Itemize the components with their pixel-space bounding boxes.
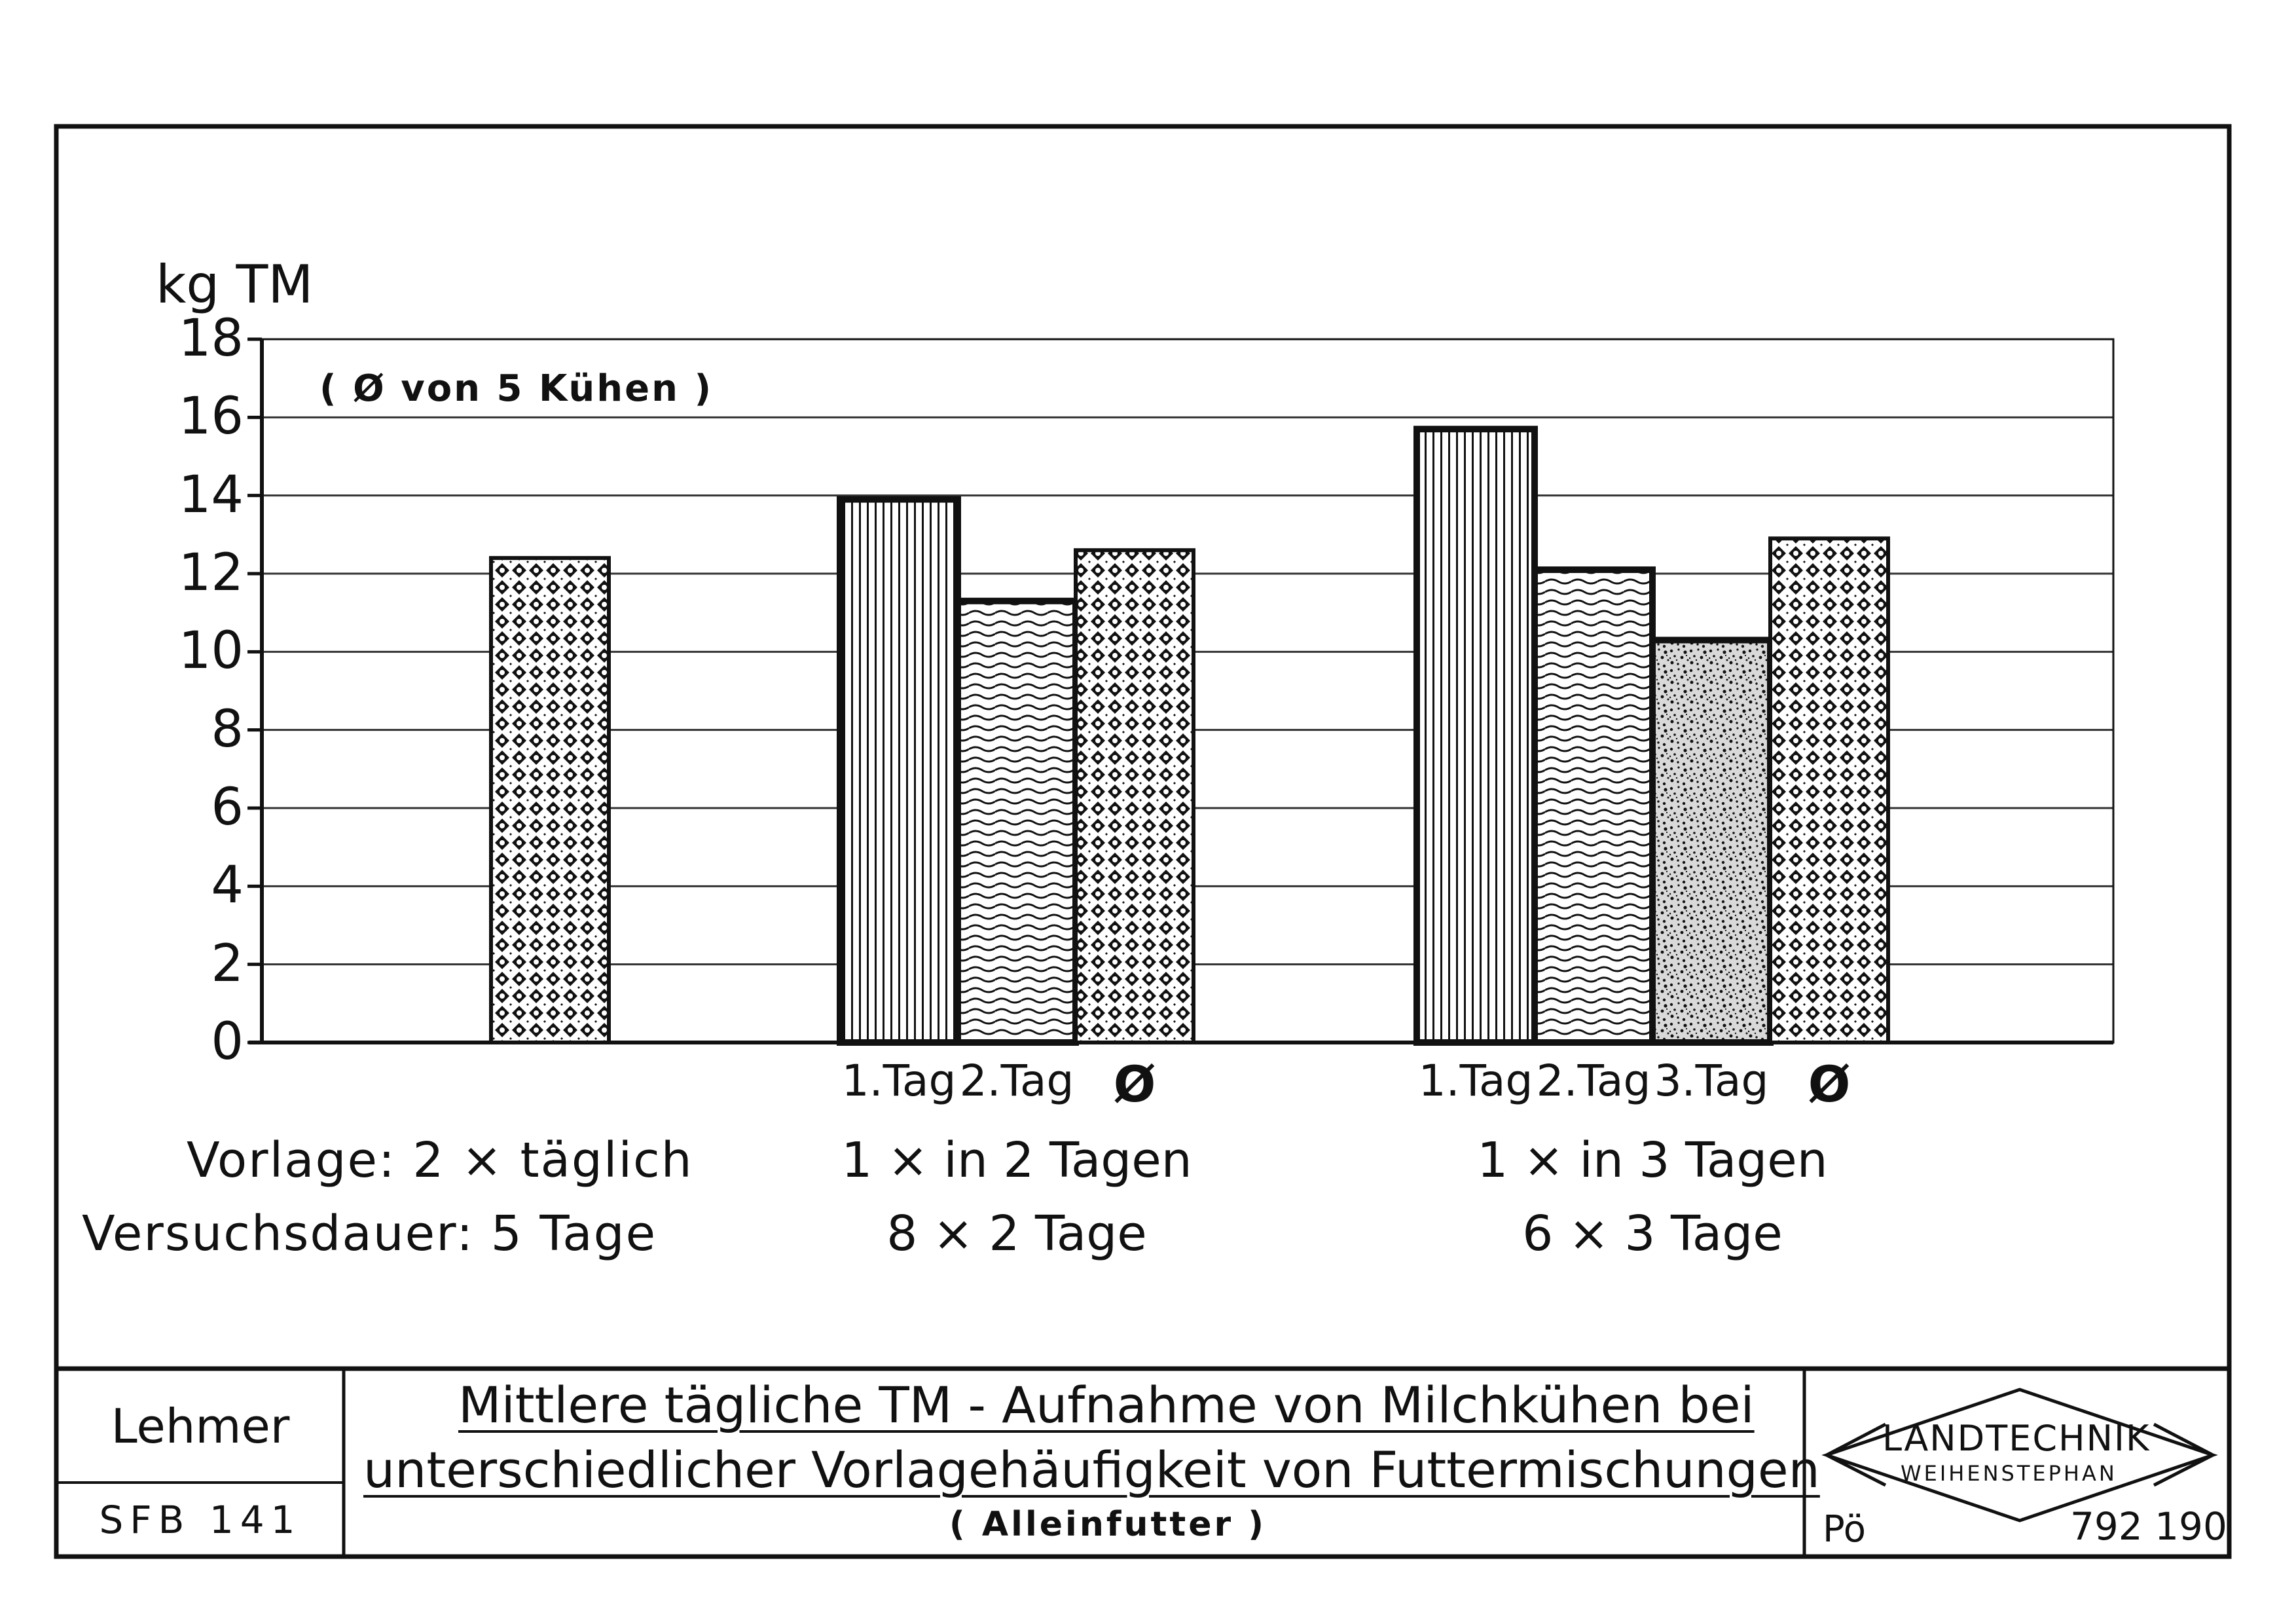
drawer-initials: Pö	[1823, 1508, 1867, 1551]
bar-mean	[1074, 548, 1195, 1044]
drawing-number: 792 190	[2070, 1504, 2227, 1549]
logo-outline	[1821, 1388, 2218, 1522]
author-name: Lehmer	[111, 1399, 290, 1454]
logo-text-top: LANDTECHNIK	[1882, 1418, 2151, 1459]
bar-3tag	[1649, 637, 1774, 1046]
bar-mean	[1768, 536, 1890, 1044]
group-1-line1: Vorlage: 2 × täglich	[187, 1132, 693, 1189]
y-tick-label: 2	[211, 934, 244, 993]
y-tick-label: 18	[178, 309, 244, 368]
bar-category-label: Ø	[1808, 1055, 1851, 1113]
bar-1tag	[1413, 426, 1538, 1046]
group-2-line1: 1 × in 2 Tagen	[841, 1132, 1192, 1189]
bar-2tag	[955, 597, 1079, 1046]
outer-frame	[54, 124, 2232, 1559]
bar-category-label: 3.Tag	[1654, 1056, 1769, 1106]
bar-category-label: 1.Tag	[1418, 1056, 1533, 1106]
y-tick-label: 6	[211, 778, 244, 837]
bar-category-label: 2.Tag	[1536, 1056, 1651, 1106]
y-ticks	[247, 337, 262, 1044]
bars	[489, 426, 1890, 1046]
y-tick-label: 14	[178, 465, 244, 525]
bar-mean	[489, 556, 611, 1044]
bar-category-label: Ø	[1113, 1055, 1156, 1113]
y-axis-label: kg TM	[156, 254, 314, 315]
project-code: SFB 141	[99, 1497, 302, 1542]
y-tick-label: 8	[211, 699, 244, 759]
y-tick-label: 4	[211, 856, 244, 915]
bar-category-label: 2.Tag	[959, 1056, 1074, 1106]
group-3-line1: 1 × in 3 Tagen	[1477, 1132, 1828, 1189]
y-tick-label: 10	[178, 621, 244, 681]
title-line-1: Mittlere tägliche TM - Aufnahme von Milc…	[458, 1376, 1755, 1434]
logo-text-bottom: WEIHENSTEPHAN	[1901, 1461, 2117, 1486]
bar-1tag	[837, 496, 961, 1046]
bar-2tag	[1531, 566, 1656, 1046]
y-tick-label: 16	[178, 387, 244, 447]
chart-note: ( Ø von 5 Kühen )	[319, 367, 714, 410]
y-tick-label: 12	[178, 544, 244, 602]
title-line-2: unterschiedlicher Vorlagehäufigkeit von …	[363, 1441, 1820, 1499]
bar-category-label: 1.Tag	[841, 1056, 957, 1106]
y-tick-label: 0	[211, 1012, 244, 1071]
group-1-line2: Versuchsdauer: 5 Tage	[82, 1206, 657, 1262]
title-subtitle: ( Alleinfutter )	[949, 1505, 1267, 1544]
group-2-line2: 8 × 2 Tage	[886, 1206, 1147, 1262]
group-3-line2: 6 × 3 Tage	[1522, 1206, 1783, 1262]
